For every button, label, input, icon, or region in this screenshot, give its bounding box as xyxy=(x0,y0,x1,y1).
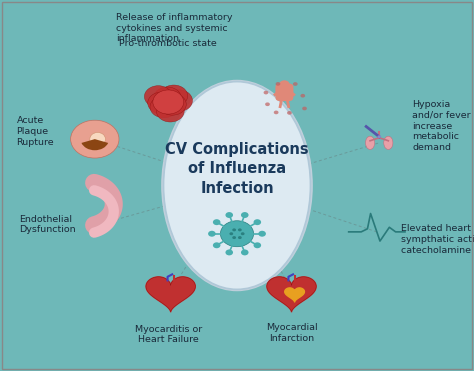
Circle shape xyxy=(241,249,248,255)
Circle shape xyxy=(254,242,261,248)
Circle shape xyxy=(229,232,233,235)
Circle shape xyxy=(301,94,305,98)
Polygon shape xyxy=(146,277,195,312)
Text: Release of inflammatory
cytokines and systemic
inflammation: Release of inflammatory cytokines and sy… xyxy=(116,13,233,43)
Circle shape xyxy=(156,100,184,122)
Circle shape xyxy=(145,86,172,107)
Circle shape xyxy=(238,236,242,239)
Circle shape xyxy=(220,221,254,247)
Text: Pro-thrombotic state: Pro-thrombotic state xyxy=(119,39,217,48)
Circle shape xyxy=(226,212,233,218)
Wedge shape xyxy=(82,139,108,150)
Circle shape xyxy=(377,135,381,138)
Text: Endothelial
Dysfunction: Endothelial Dysfunction xyxy=(19,214,75,234)
Circle shape xyxy=(226,249,233,255)
Circle shape xyxy=(213,242,220,248)
Text: CV Complications
of Influenza
Infection: CV Complications of Influenza Infection xyxy=(165,142,309,196)
Circle shape xyxy=(254,219,261,225)
Circle shape xyxy=(279,81,290,89)
FancyBboxPatch shape xyxy=(275,83,293,101)
Circle shape xyxy=(213,219,220,225)
Circle shape xyxy=(241,232,245,235)
Circle shape xyxy=(160,85,188,107)
Circle shape xyxy=(238,229,242,232)
Polygon shape xyxy=(285,288,304,302)
Circle shape xyxy=(264,91,268,94)
Circle shape xyxy=(154,87,181,109)
Circle shape xyxy=(293,82,298,86)
Text: Acute
Plaque
Rupture: Acute Plaque Rupture xyxy=(17,116,54,147)
Circle shape xyxy=(287,111,292,115)
Circle shape xyxy=(153,90,183,114)
Circle shape xyxy=(71,120,119,158)
Circle shape xyxy=(275,82,280,86)
Circle shape xyxy=(150,96,178,118)
Circle shape xyxy=(232,229,236,232)
Ellipse shape xyxy=(161,80,313,291)
Circle shape xyxy=(258,231,266,237)
Ellipse shape xyxy=(164,82,310,289)
Text: Elevated heart rate,
sympthatic activation,
catecholamine release: Elevated heart rate, sympthatic activati… xyxy=(401,224,474,255)
Circle shape xyxy=(158,93,186,115)
Circle shape xyxy=(265,102,270,106)
Ellipse shape xyxy=(365,136,374,150)
Circle shape xyxy=(241,212,248,218)
Text: Myocardial
Infarction: Myocardial Infarction xyxy=(266,324,317,343)
Polygon shape xyxy=(267,277,316,312)
Circle shape xyxy=(274,111,279,114)
Text: Myocarditis or
Heart Failure: Myocarditis or Heart Failure xyxy=(135,325,202,344)
Circle shape xyxy=(208,231,216,237)
Text: Hypoxia
and/or fever
increase
metabolic
demand: Hypoxia and/or fever increase metabolic … xyxy=(412,100,471,152)
Circle shape xyxy=(148,92,175,114)
Circle shape xyxy=(165,90,192,111)
Circle shape xyxy=(302,106,307,110)
Ellipse shape xyxy=(90,132,105,146)
Ellipse shape xyxy=(384,136,393,150)
Circle shape xyxy=(232,236,236,239)
